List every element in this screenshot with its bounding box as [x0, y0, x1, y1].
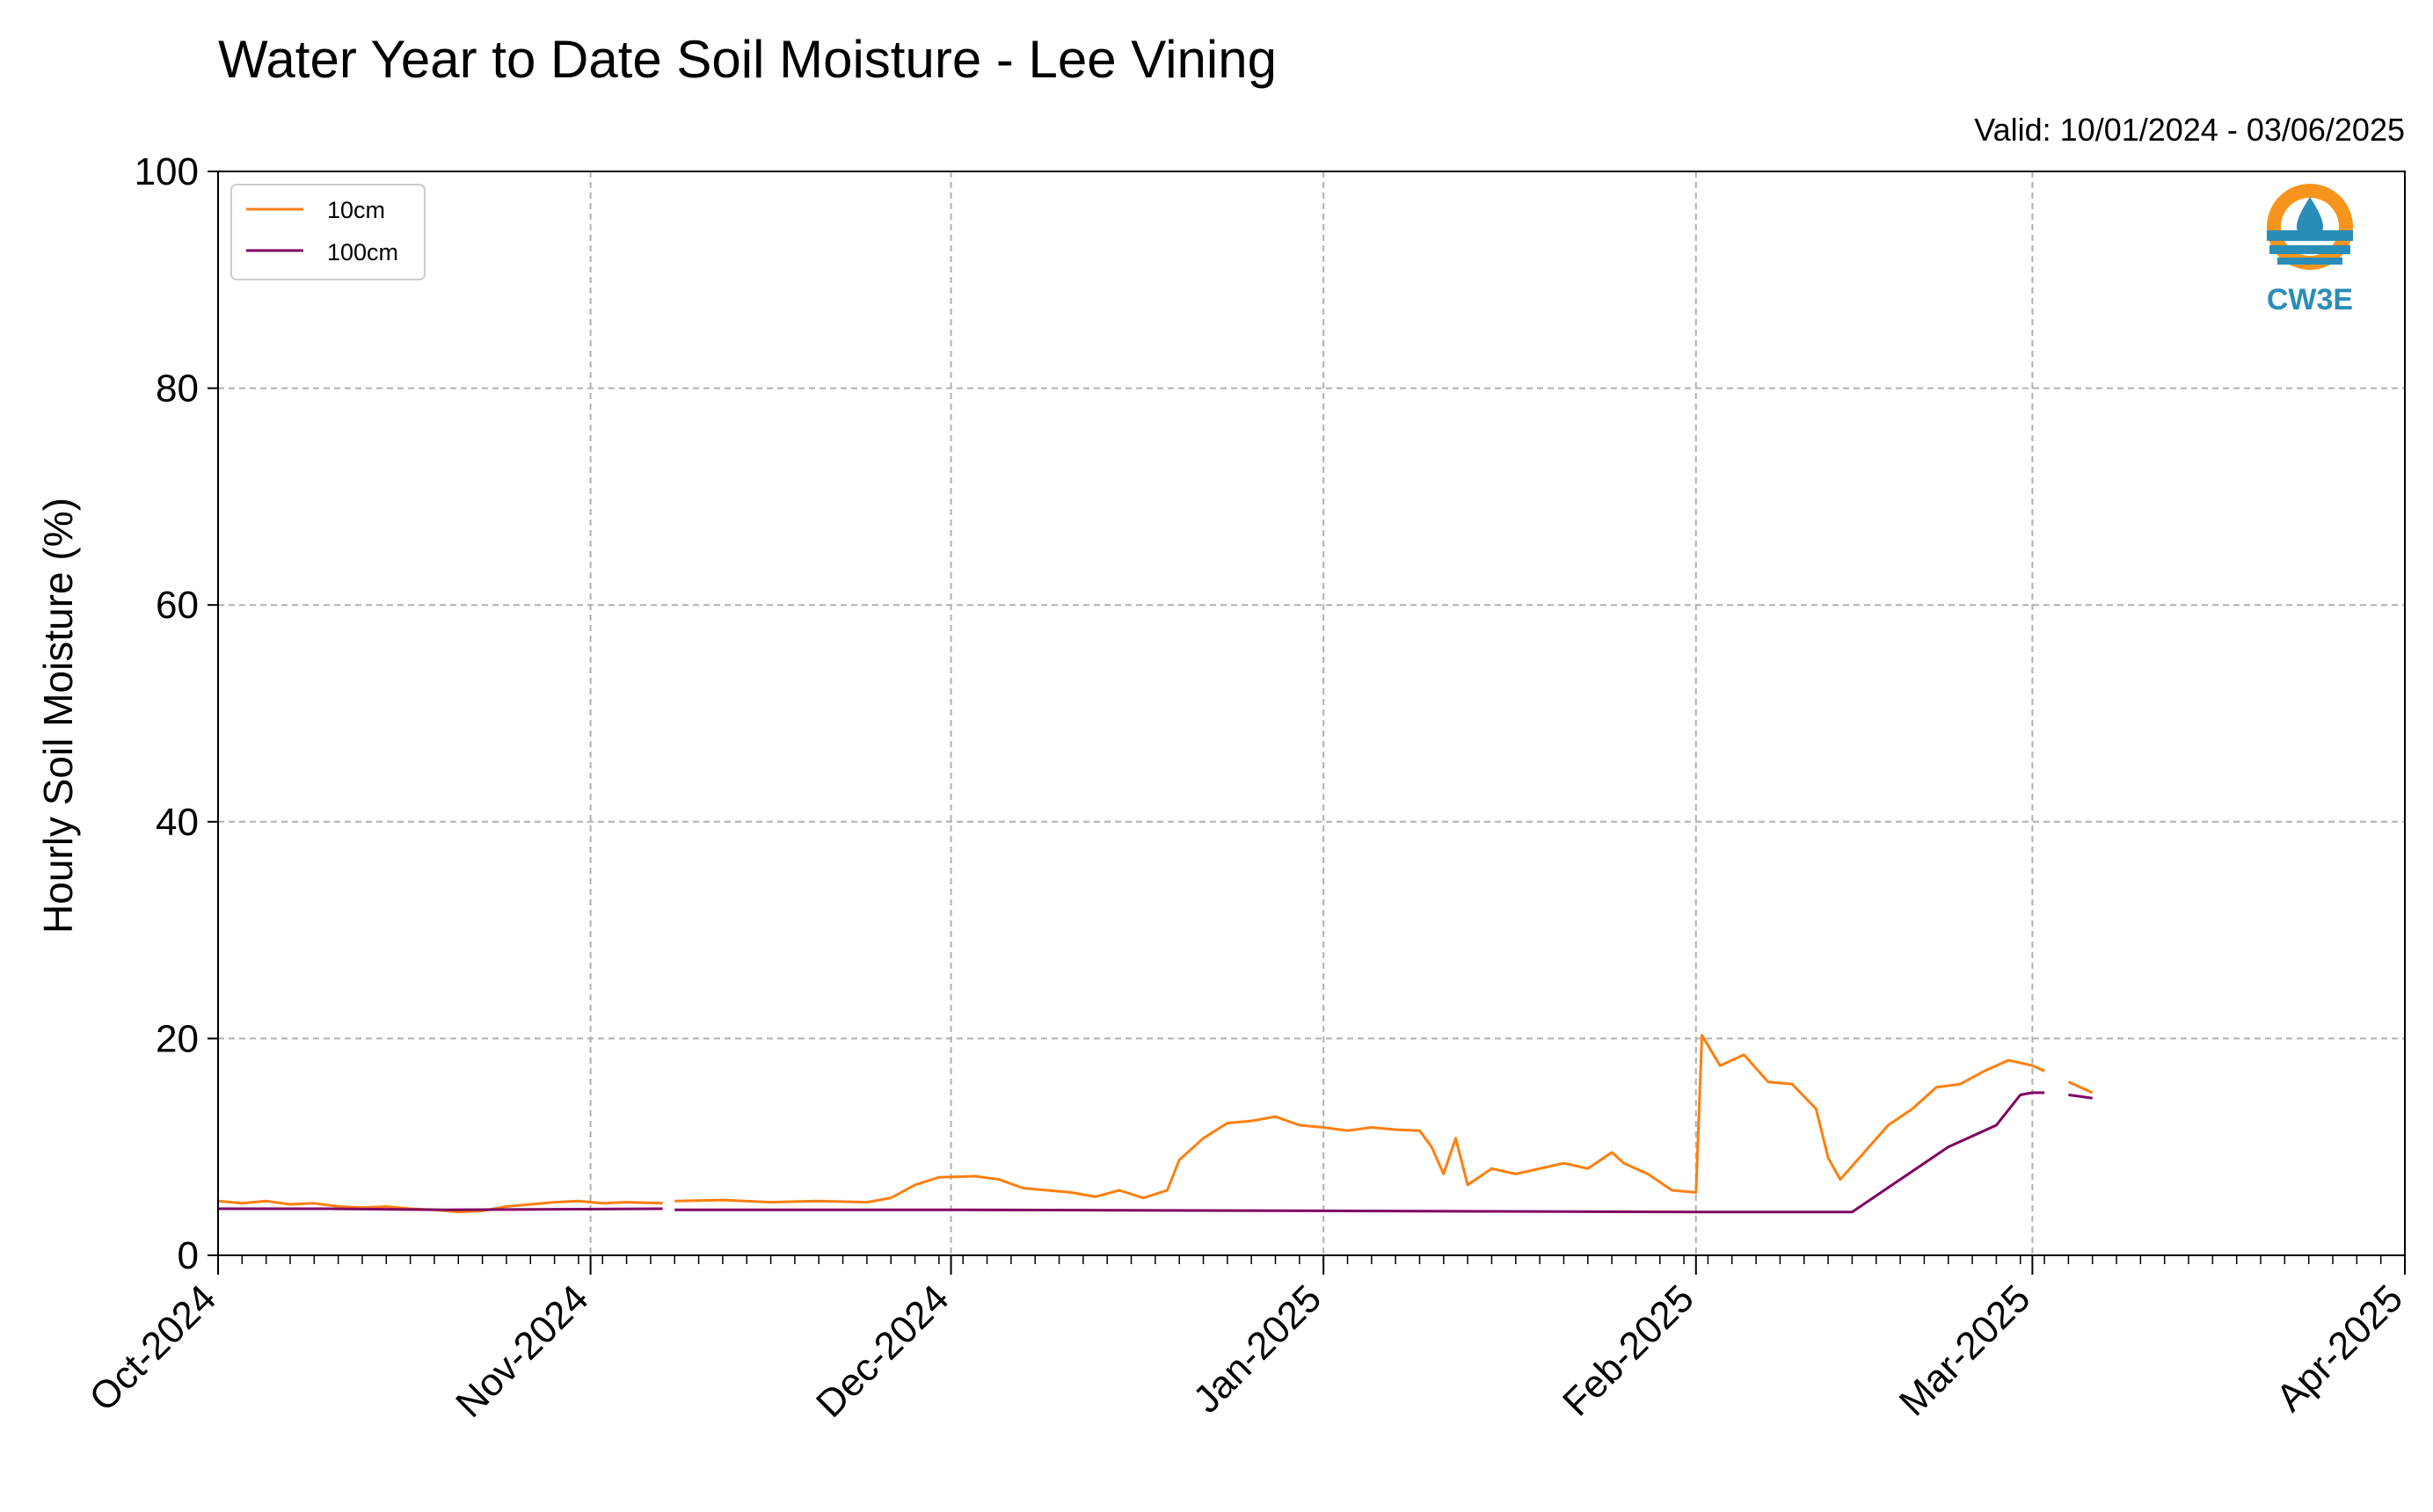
y-tick-label: 100 [135, 150, 199, 193]
series-line-100cm [218, 1207, 663, 1211]
y-tick-label: 20 [156, 1017, 199, 1060]
legend-label-10cm: 10cm [327, 197, 385, 223]
logo-wave-3 [2277, 258, 2342, 265]
x-tick-label: Nov-2024 [448, 1276, 597, 1426]
legend-label-100cm: 100cm [327, 239, 398, 265]
x-tick-label: Jan-2025 [1185, 1276, 1329, 1421]
series-layer [217, 1034, 2094, 1214]
y-tick-label: 60 [156, 584, 199, 627]
series-line-100cm [674, 1091, 2045, 1214]
y-tick-labels: 0 20 40 60 80 100 [135, 150, 199, 1277]
series-line-10cm [2067, 1080, 2094, 1094]
series-line-10cm [674, 1034, 2045, 1204]
chart-title: Water Year to Date Soil Moisture - Lee V… [218, 30, 1277, 89]
logo-text: CW3E [2267, 283, 2353, 316]
x-tick-labels: Oct-2024 Nov-2024 Dec-2024 Jan-2025 Feb-2025… [81, 1276, 2411, 1426]
cw3e-logo: CW3E [2267, 184, 2353, 316]
chart-subtitle: Valid: 10/01/2024 - 03/06/2025 [1974, 112, 2405, 148]
plot-frame [217, 171, 2406, 1256]
series-line-100cm [2068, 1094, 2093, 1100]
y-tick-label: 0 [178, 1234, 199, 1277]
logo-wave-2 [2269, 245, 2350, 254]
y-tick-label: 40 [156, 801, 199, 844]
x-tick-label: Mar-2025 [1891, 1276, 2039, 1424]
legend: 10cm 100cm [230, 184, 426, 280]
x-tick-label: Apr-2025 [2268, 1276, 2411, 1420]
gridlines [218, 171, 2405, 1255]
x-tick-label: Dec-2024 [808, 1276, 958, 1426]
x-tick-label: Feb-2025 [1555, 1276, 1702, 1424]
y-axis-label: Hourly Soil Moisture (%) [35, 498, 81, 934]
x-tick-label: Oct-2024 [81, 1276, 224, 1420]
water-drop-icon [2297, 197, 2323, 240]
y-tick-label: 80 [156, 367, 199, 411]
axis-ticks [208, 171, 2406, 1275]
